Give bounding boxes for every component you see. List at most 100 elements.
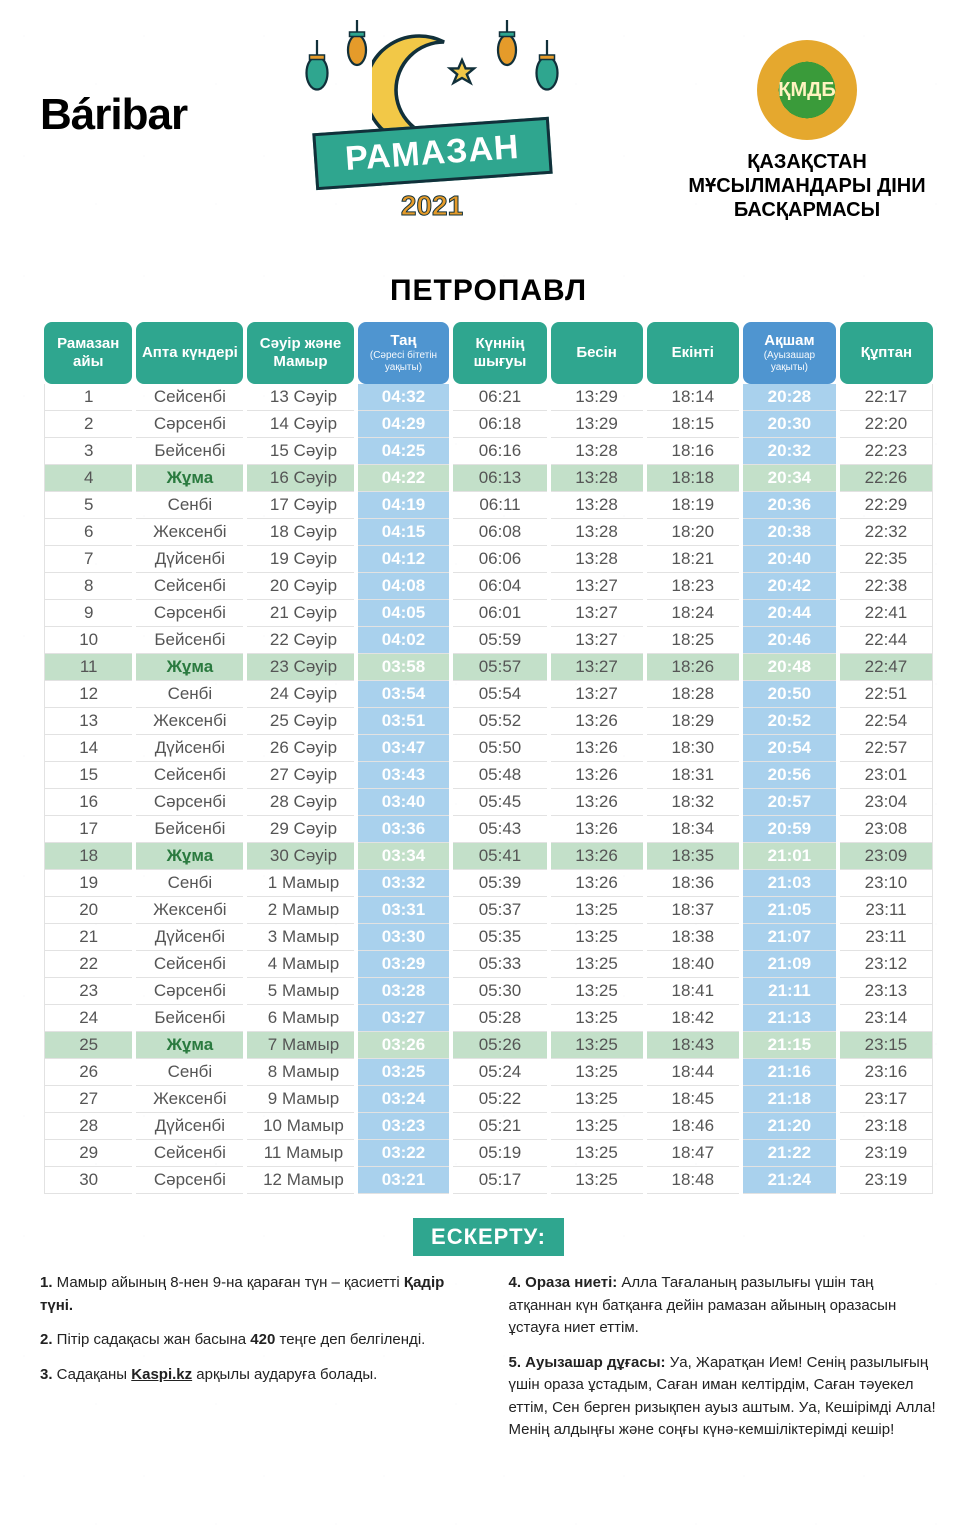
- cell: 17 Сәуір: [247, 492, 353, 519]
- year-label: 2021: [187, 190, 677, 222]
- cell: 18:35: [647, 843, 739, 870]
- cell: 20:48: [743, 654, 836, 681]
- cell: Жексенбі: [136, 1086, 243, 1113]
- cell: 18:47: [647, 1140, 739, 1167]
- cell: 22 Сәуір: [247, 627, 353, 654]
- cell: 13:28: [551, 465, 643, 492]
- cell: 21:05: [743, 897, 836, 924]
- cell: 22:38: [840, 573, 933, 600]
- col-header: Ақшам(Ауызашар уақыты): [743, 322, 836, 384]
- org-block: ҚМДБ ҚАЗАҚСТАН МҰСЫЛМАНДАРЫ ДІНИ БАСҚАРМ…: [677, 40, 937, 222]
- cell: 13:26: [551, 735, 643, 762]
- cell: Сенбі: [136, 492, 243, 519]
- cell: 19: [44, 870, 132, 897]
- cell: Бейсенбі: [136, 1005, 243, 1032]
- cell: 06:16: [453, 438, 546, 465]
- cell: 3 Мамыр: [247, 924, 353, 951]
- cell: 18 Сәуір: [247, 519, 353, 546]
- cell: 9 Мамыр: [247, 1086, 353, 1113]
- cell: 05:45: [453, 789, 546, 816]
- cell: 13:29: [551, 411, 643, 438]
- cell: 22:32: [840, 519, 933, 546]
- cell: 30 Сәуір: [247, 843, 353, 870]
- cell: 22:57: [840, 735, 933, 762]
- cell: 11 Мамыр: [247, 1140, 353, 1167]
- cell: Сәрсенбі: [136, 411, 243, 438]
- cell: 03:27: [358, 1005, 450, 1032]
- cell: 26: [44, 1059, 132, 1086]
- cell: 7 Мамыр: [247, 1032, 353, 1059]
- table-row: 5Сенбі17 Сәуір04:1906:1113:2818:1920:362…: [44, 492, 933, 519]
- cell: 05:22: [453, 1086, 546, 1113]
- cell: 23:12: [840, 951, 933, 978]
- cell: 22:47: [840, 654, 933, 681]
- cell: 8: [44, 573, 132, 600]
- col-header: Сәуір және Мамыр: [247, 322, 353, 384]
- cell: 13:26: [551, 708, 643, 735]
- cell: Сейсенбі: [136, 951, 243, 978]
- table-row: 7Дүйсенбі19 Сәуір04:1206:0613:2818:2120:…: [44, 546, 933, 573]
- cell: 23:08: [840, 816, 933, 843]
- cell: 29 Сәуір: [247, 816, 353, 843]
- cell: 20:57: [743, 789, 836, 816]
- cell: Жексенбі: [136, 897, 243, 924]
- cell: 22:29: [840, 492, 933, 519]
- cell: 03:54: [358, 681, 450, 708]
- org-logo: ҚМДБ: [757, 40, 857, 140]
- table-row: 20Жексенбі2 Мамыр03:3105:3713:2518:3721:…: [44, 897, 933, 924]
- cell: 03:47: [358, 735, 450, 762]
- col-header: Құптан: [840, 322, 933, 384]
- cell: 04:12: [358, 546, 450, 573]
- table-row: 15Сейсенбі27 Сәуір03:4305:4813:2618:3120…: [44, 762, 933, 789]
- cell: Жұма: [136, 843, 243, 870]
- cell: 03:24: [358, 1086, 450, 1113]
- cell: Дүйсенбі: [136, 1113, 243, 1140]
- cell: 05:35: [453, 924, 546, 951]
- cell: 19 Сәуір: [247, 546, 353, 573]
- cell: 04:02: [358, 627, 450, 654]
- table-row: 29Сейсенбі11 Мамыр03:2205:1913:2518:4721…: [44, 1140, 933, 1167]
- cell: 18:37: [647, 897, 739, 924]
- cell: 23:13: [840, 978, 933, 1005]
- cell: 04:32: [358, 384, 450, 411]
- cell: 13:29: [551, 384, 643, 411]
- cell: 22:35: [840, 546, 933, 573]
- cell: 05:26: [453, 1032, 546, 1059]
- col-header: Апта күндері: [136, 322, 243, 384]
- cell: 20 Сәуір: [247, 573, 353, 600]
- lantern-icon: [532, 40, 562, 105]
- cell: 20:59: [743, 816, 836, 843]
- cell: 13: [44, 708, 132, 735]
- table-row: 14Дүйсенбі26 Сәуір03:4705:5013:2618:3020…: [44, 735, 933, 762]
- cell: 03:23: [358, 1113, 450, 1140]
- cell: 13:27: [551, 600, 643, 627]
- cell: 6 Мамыр: [247, 1005, 353, 1032]
- org-name: ҚАЗАҚСТАН МҰСЫЛМАНДАРЫ ДІНИ БАСҚАРМАСЫ: [677, 150, 937, 222]
- cell: 18:28: [647, 681, 739, 708]
- cell: 20:32: [743, 438, 836, 465]
- cell: 13:25: [551, 1113, 643, 1140]
- table-row: 11Жұма23 Сәуір03:5805:5713:2718:2620:482…: [44, 654, 933, 681]
- cell: 13:28: [551, 519, 643, 546]
- cell: 13:25: [551, 924, 643, 951]
- cell: 1 Мамыр: [247, 870, 353, 897]
- table-row: 17Бейсенбі29 Сәуір03:3605:4313:2618:3420…: [44, 816, 933, 843]
- cell: 18:15: [647, 411, 739, 438]
- cell: 24 Сәуір: [247, 681, 353, 708]
- cell: 18:32: [647, 789, 739, 816]
- cell: 03:25: [358, 1059, 450, 1086]
- cell: 03:40: [358, 789, 450, 816]
- table-row: 12Сенбі24 Сәуір03:5405:5413:2718:2820:50…: [44, 681, 933, 708]
- cell: 05:37: [453, 897, 546, 924]
- cell: 23:04: [840, 789, 933, 816]
- cell: 13:25: [551, 1140, 643, 1167]
- cell: 23:15: [840, 1032, 933, 1059]
- cell: 05:19: [453, 1140, 546, 1167]
- cell: 21 Сәуір: [247, 600, 353, 627]
- table-row: 16Сәрсенбі28 Сәуір03:4005:4513:2618:3220…: [44, 789, 933, 816]
- cell: 21:01: [743, 843, 836, 870]
- cell: Сенбі: [136, 870, 243, 897]
- cell: 18:43: [647, 1032, 739, 1059]
- cell: 06:04: [453, 573, 546, 600]
- cell: 06:13: [453, 465, 546, 492]
